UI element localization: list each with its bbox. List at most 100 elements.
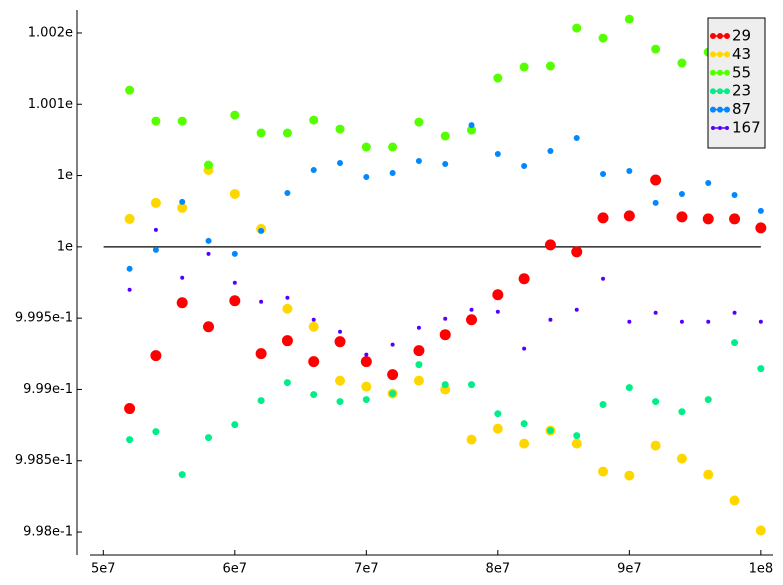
- point: [650, 174, 662, 186]
- point: [281, 335, 293, 347]
- point: [573, 135, 580, 142]
- point: [624, 470, 635, 481]
- point: [310, 391, 318, 399]
- point: [442, 161, 449, 168]
- point: [336, 398, 344, 406]
- point: [706, 319, 711, 324]
- legend-marker: [724, 69, 730, 76]
- point: [150, 197, 161, 208]
- legend-marker: [717, 33, 723, 39]
- point: [652, 199, 659, 206]
- point: [650, 440, 661, 451]
- point: [757, 207, 764, 214]
- point: [651, 44, 661, 54]
- point: [151, 116, 161, 126]
- point: [416, 325, 421, 330]
- point: [731, 191, 738, 198]
- y-tick-label: 9.99e-1: [23, 382, 73, 397]
- point: [179, 198, 186, 205]
- point: [519, 62, 529, 72]
- point: [703, 469, 714, 480]
- point: [255, 348, 267, 360]
- legend-marker: [717, 69, 723, 76]
- point: [126, 436, 134, 444]
- x-tick-label: 9e7: [617, 562, 642, 577]
- legend-label: 29: [732, 27, 751, 45]
- point: [441, 381, 449, 389]
- point: [124, 213, 135, 224]
- point: [573, 432, 581, 440]
- point: [572, 23, 582, 33]
- point: [337, 160, 344, 167]
- point: [283, 379, 291, 387]
- legend-marker: [724, 51, 730, 58]
- legend-label: 43: [732, 45, 751, 63]
- point: [466, 434, 477, 445]
- point: [729, 213, 741, 225]
- point: [178, 471, 186, 479]
- point: [125, 85, 135, 95]
- legend-marker: [710, 69, 716, 76]
- point: [729, 495, 740, 506]
- point: [544, 239, 556, 251]
- point: [679, 319, 684, 324]
- point: [731, 339, 739, 347]
- legend-marker: [725, 126, 729, 130]
- point: [258, 227, 265, 234]
- point: [152, 428, 160, 436]
- point: [176, 297, 188, 309]
- point: [415, 158, 422, 165]
- point: [231, 421, 239, 429]
- point: [758, 319, 763, 324]
- point: [362, 396, 370, 404]
- point: [469, 307, 474, 312]
- point: [205, 434, 213, 442]
- point: [311, 317, 316, 322]
- point: [493, 73, 503, 83]
- point: [520, 420, 528, 428]
- point: [203, 321, 215, 333]
- point: [494, 151, 501, 158]
- point: [229, 188, 240, 199]
- point: [360, 356, 372, 368]
- point: [467, 125, 477, 135]
- point: [548, 317, 553, 322]
- point: [676, 211, 688, 223]
- point: [414, 117, 424, 127]
- y-tick-label: 1.001e: [28, 97, 73, 112]
- point: [623, 210, 635, 222]
- y-tick-label: 9.995e-1: [15, 311, 73, 326]
- point: [284, 189, 291, 196]
- legend-marker: [710, 51, 716, 58]
- point: [755, 222, 767, 234]
- point: [177, 202, 188, 213]
- point: [229, 295, 241, 307]
- point: [232, 280, 237, 285]
- legend-marker: [718, 126, 722, 130]
- legend-marker: [717, 51, 723, 58]
- point: [204, 160, 214, 170]
- point: [150, 350, 162, 362]
- point: [574, 307, 579, 312]
- point: [309, 115, 319, 125]
- point: [704, 396, 712, 404]
- legend-marker: [724, 106, 730, 113]
- point: [256, 128, 266, 138]
- point: [231, 250, 238, 257]
- point: [310, 166, 317, 173]
- point: [126, 265, 133, 272]
- point: [388, 142, 398, 152]
- point: [600, 170, 607, 177]
- legend-marker: [717, 88, 723, 95]
- legend-marker: [710, 88, 716, 95]
- point: [364, 352, 369, 357]
- point: [521, 162, 528, 169]
- point: [282, 303, 293, 314]
- point: [519, 438, 530, 449]
- point: [153, 227, 158, 232]
- legend-label: 167: [732, 119, 761, 137]
- legend-label: 87: [732, 100, 751, 118]
- point: [127, 287, 132, 292]
- point: [597, 212, 609, 224]
